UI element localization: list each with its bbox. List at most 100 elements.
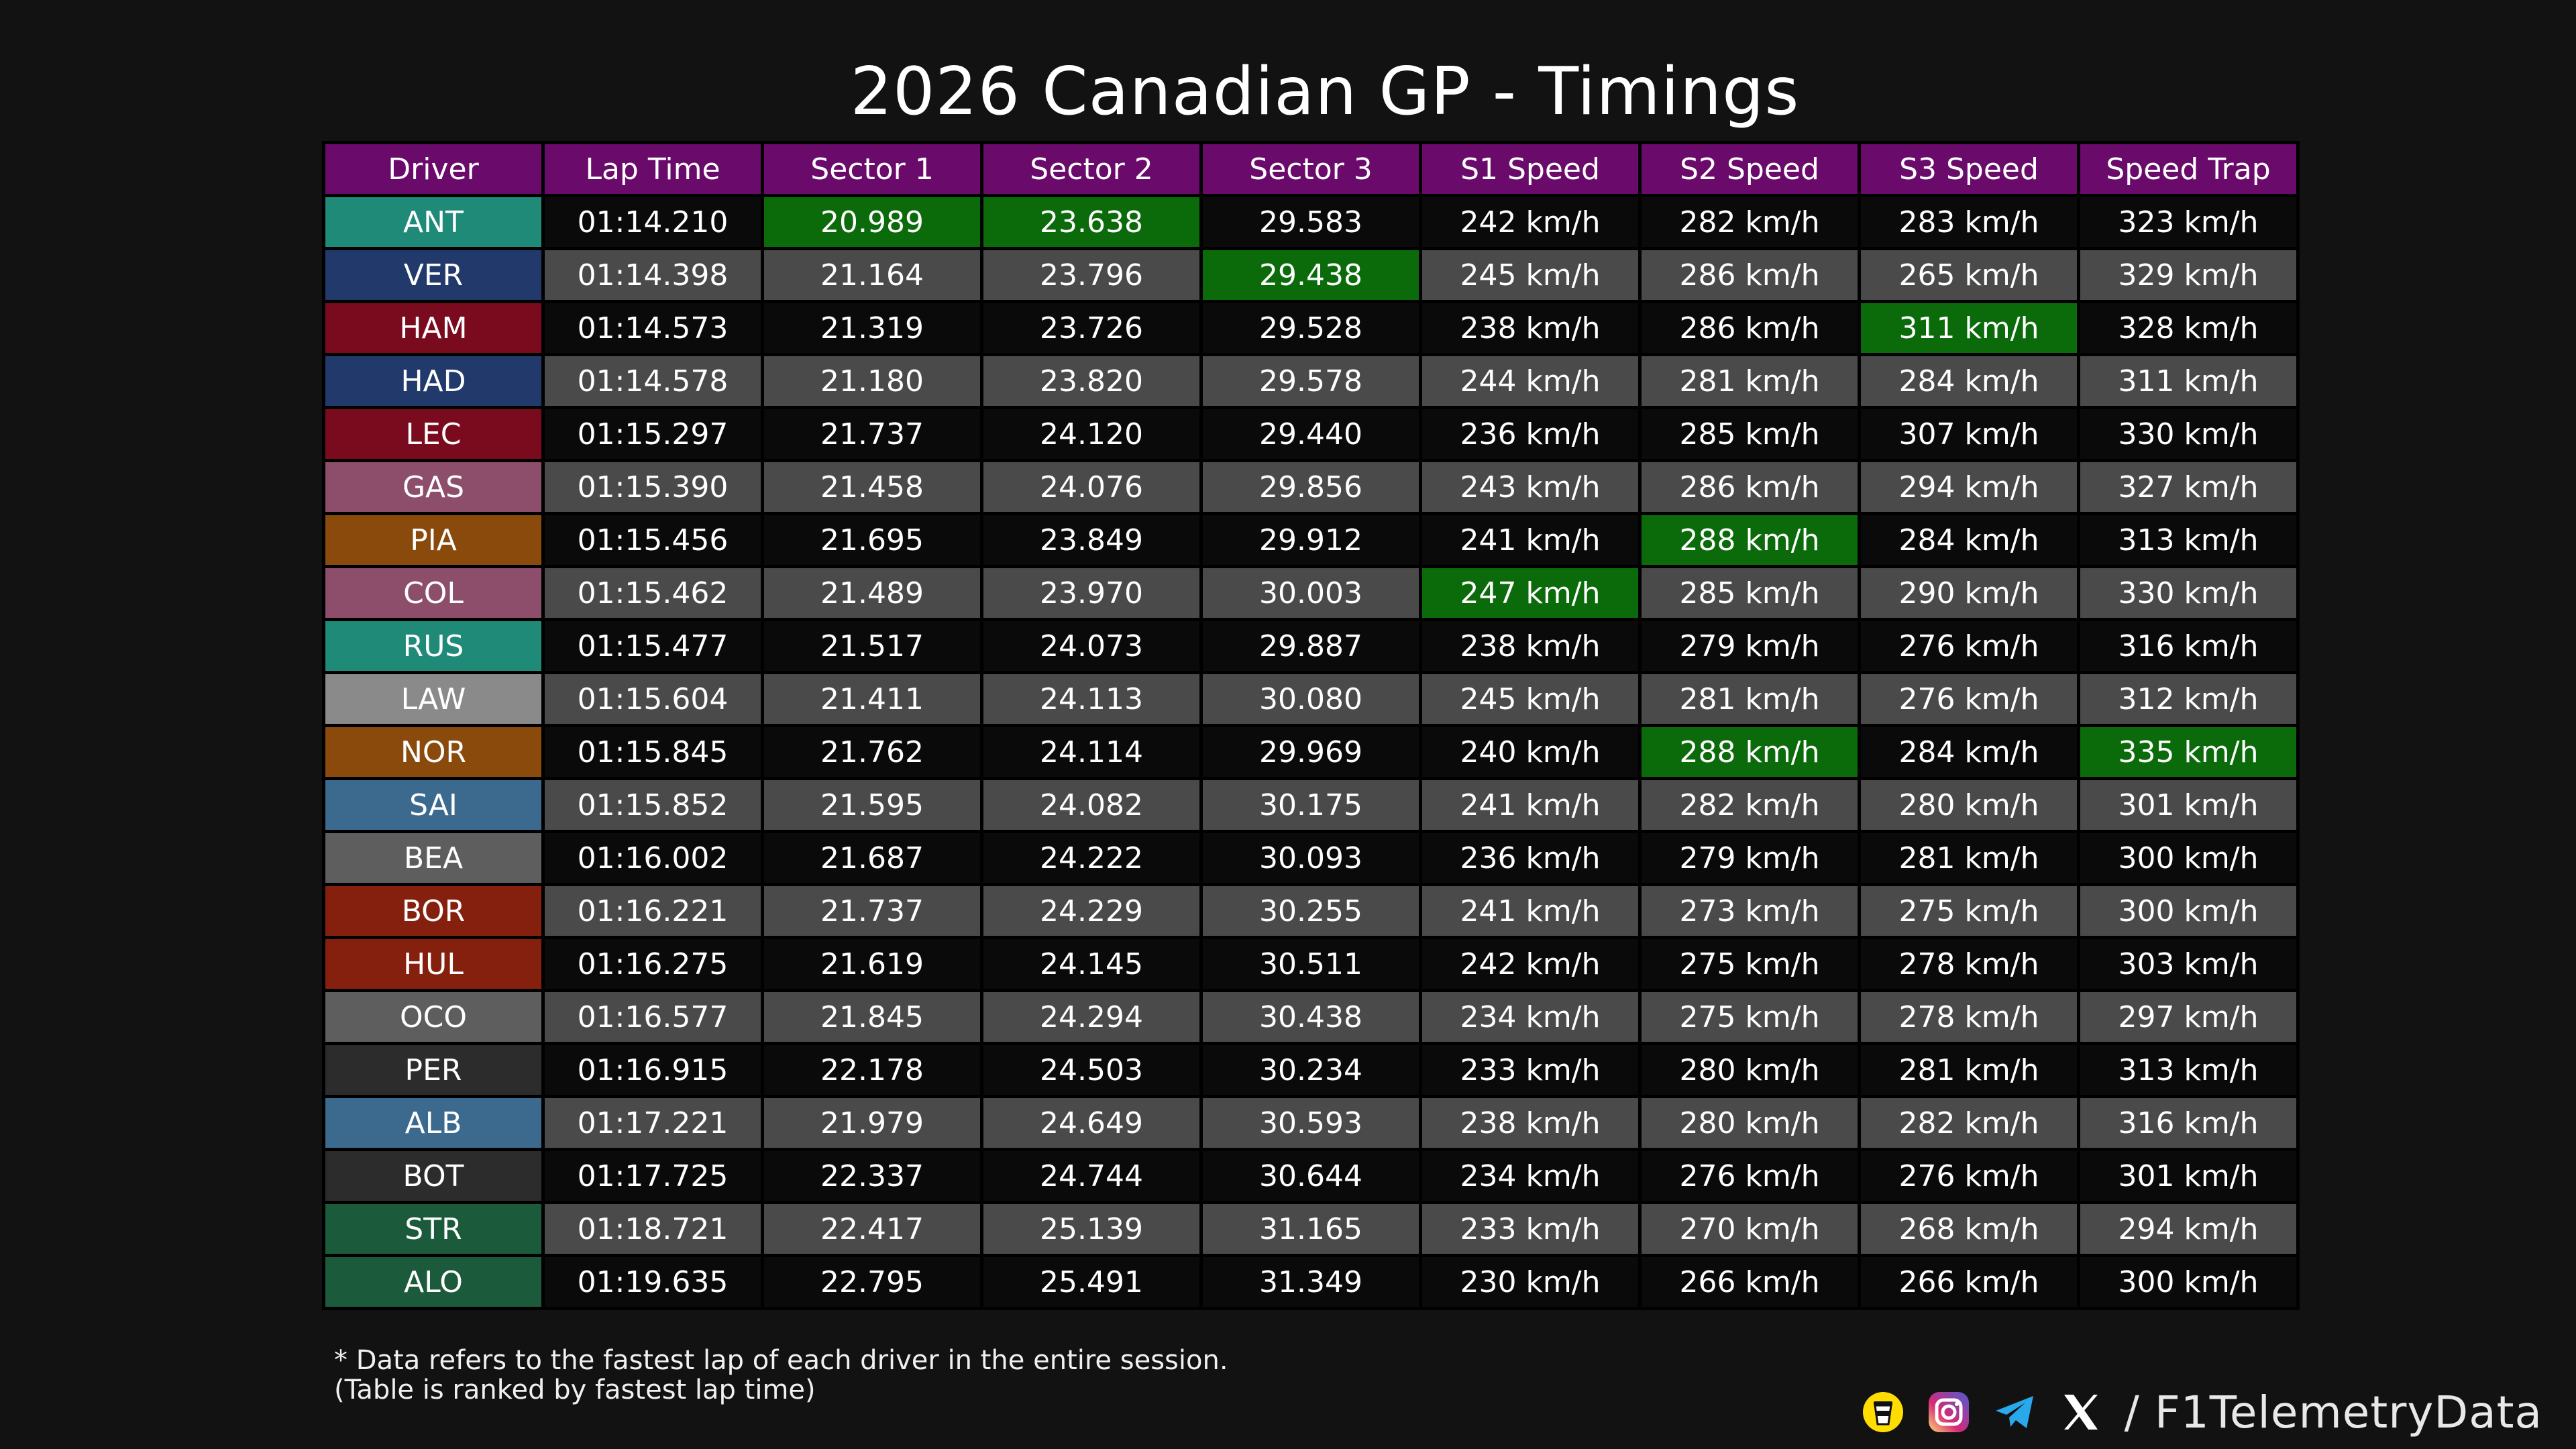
table-cell: 266 km/h (1642, 1257, 1858, 1307)
table-cell: 20.989 (764, 197, 980, 247)
table-cell: 01:15.297 (545, 409, 761, 459)
table-row: OCO 01:16.577 21.845 24.294 30.438 234 km/h 27… (325, 992, 2296, 1042)
table-cell: 22.178 (764, 1045, 980, 1095)
table-row: PIA 01:15.456 21.695 23.849 29.912 241 km/h 28… (325, 515, 2296, 565)
table-cell: 316 km/h (2080, 1098, 2296, 1148)
table-cell: 323 km/h (2080, 197, 2296, 247)
table-cell: 280 km/h (1642, 1098, 1858, 1148)
table-cell: 01:19.635 (545, 1257, 761, 1307)
social-handle[interactable]: / F1TelemetryData (2124, 1386, 2542, 1438)
table-cell: 311 km/h (1861, 303, 2077, 353)
table-cell: 236 km/h (1422, 409, 1638, 459)
table-cell: 01:16.275 (545, 939, 761, 989)
table-cell: 30.080 (1203, 674, 1419, 724)
table-cell: 21.619 (764, 939, 980, 989)
table-cell: 275 km/h (1642, 939, 1858, 989)
table-row: GAS 01:15.390 21.458 24.076 29.856 243 km/h 28… (325, 462, 2296, 512)
x-icon[interactable] (2059, 1391, 2102, 1434)
table-cell: 240 km/h (1422, 727, 1638, 777)
table-row: SAI 01:15.852 21.595 24.082 30.175 241 km/h 28… (325, 780, 2296, 830)
table-cell: 21.180 (764, 356, 980, 406)
table-cell: 233 km/h (1422, 1045, 1638, 1095)
table-cell: 241 km/h (1422, 515, 1638, 565)
table-row: BOR 01:16.221 21.737 24.229 30.255 241 km/h 27… (325, 886, 2296, 936)
table-cell: 279 km/h (1642, 833, 1858, 883)
column-header: S1 Speed (1422, 144, 1638, 194)
table-row: LEC 01:15.297 21.737 24.120 29.440 236 km/h 28… (325, 409, 2296, 459)
table-cell: 285 km/h (1642, 409, 1858, 459)
column-header: Sector 2 (983, 144, 1199, 194)
bmc-cup-icon[interactable] (1862, 1391, 1904, 1434)
driver-cell: HAM (325, 303, 541, 353)
table-cell: 281 km/h (1861, 833, 2077, 883)
table-cell: 21.458 (764, 462, 980, 512)
table-cell: 234 km/h (1422, 992, 1638, 1042)
table-cell: 242 km/h (1422, 939, 1638, 989)
timings-table: Driver Lap Time Sector 1 Sector 2 Sector 3 S1… (322, 141, 2300, 1310)
table-cell: 30.093 (1203, 833, 1419, 883)
table-cell: 282 km/h (1642, 197, 1858, 247)
table-cell: 23.820 (983, 356, 1199, 406)
header-row: Driver Lap Time Sector 1 Sector 2 Sector 3 S1… (325, 144, 2296, 194)
table-cell: 30.175 (1203, 780, 1419, 830)
table-cell: 24.294 (983, 992, 1199, 1042)
table-cell: 23.726 (983, 303, 1199, 353)
table-cell: 294 km/h (2080, 1204, 2296, 1254)
table-cell: 29.583 (1203, 197, 1419, 247)
table-cell: 265 km/h (1861, 250, 2077, 300)
table-cell: 268 km/h (1861, 1204, 2077, 1254)
table-cell: 282 km/h (1861, 1098, 2077, 1148)
table-cell: 29.578 (1203, 356, 1419, 406)
table-row: NOR 01:15.845 21.762 24.114 29.969 240 km/h 28… (325, 727, 2296, 777)
driver-cell: ALB (325, 1098, 541, 1148)
table-cell: 300 km/h (2080, 1257, 2296, 1307)
table-cell: 01:18.721 (545, 1204, 761, 1254)
driver-cell: OCO (325, 992, 541, 1042)
table-cell: 01:15.477 (545, 621, 761, 671)
table-cell: 21.687 (764, 833, 980, 883)
driver-cell: GAS (325, 462, 541, 512)
column-header: Lap Time (545, 144, 761, 194)
table-row: PER 01:16.915 22.178 24.503 30.234 233 km/h 28… (325, 1045, 2296, 1095)
table-row: ALB 01:17.221 21.979 24.649 30.593 238 km/h 28… (325, 1098, 2296, 1148)
table-cell: 21.319 (764, 303, 980, 353)
table-cell: 278 km/h (1861, 992, 2077, 1042)
table-cell: 01:17.725 (545, 1151, 761, 1201)
table-cell: 24.114 (983, 727, 1199, 777)
table-cell: 01:16.221 (545, 886, 761, 936)
table-cell: 01:14.578 (545, 356, 761, 406)
table-cell: 24.073 (983, 621, 1199, 671)
driver-cell: NOR (325, 727, 541, 777)
table-cell: 288 km/h (1642, 515, 1858, 565)
page-title: 2026 Canadian GP - Timings (850, 54, 1800, 130)
table-cell: 290 km/h (1861, 568, 2077, 618)
table-cell: 330 km/h (2080, 568, 2296, 618)
table-cell: 24.120 (983, 409, 1199, 459)
table-cell: 01:16.577 (545, 992, 761, 1042)
table-cell: 284 km/h (1861, 727, 2077, 777)
instagram-icon[interactable] (1927, 1391, 1970, 1434)
table-cell: 233 km/h (1422, 1204, 1638, 1254)
table-cell: 31.349 (1203, 1257, 1419, 1307)
table-cell: 241 km/h (1422, 886, 1638, 936)
table-cell: 286 km/h (1642, 303, 1858, 353)
column-header: Driver (325, 144, 541, 194)
table-cell: 30.511 (1203, 939, 1419, 989)
column-header: Speed Trap (2080, 144, 2296, 194)
table-cell: 29.528 (1203, 303, 1419, 353)
driver-cell: HUL (325, 939, 541, 989)
table-cell: 230 km/h (1422, 1257, 1638, 1307)
table-cell: 281 km/h (1861, 1045, 2077, 1095)
table-cell: 285 km/h (1642, 568, 1858, 618)
table-cell: 29.438 (1203, 250, 1419, 300)
table-cell: 236 km/h (1422, 833, 1638, 883)
telegram-icon[interactable] (1993, 1391, 2036, 1434)
table-cell: 21.164 (764, 250, 980, 300)
table-cell: 30.255 (1203, 886, 1419, 936)
table-cell: 30.003 (1203, 568, 1419, 618)
table-cell: 312 km/h (2080, 674, 2296, 724)
table-cell: 266 km/h (1861, 1257, 2077, 1307)
table-cell: 24.744 (983, 1151, 1199, 1201)
table-cell: 276 km/h (1642, 1151, 1858, 1201)
table-cell: 301 km/h (2080, 780, 2296, 830)
